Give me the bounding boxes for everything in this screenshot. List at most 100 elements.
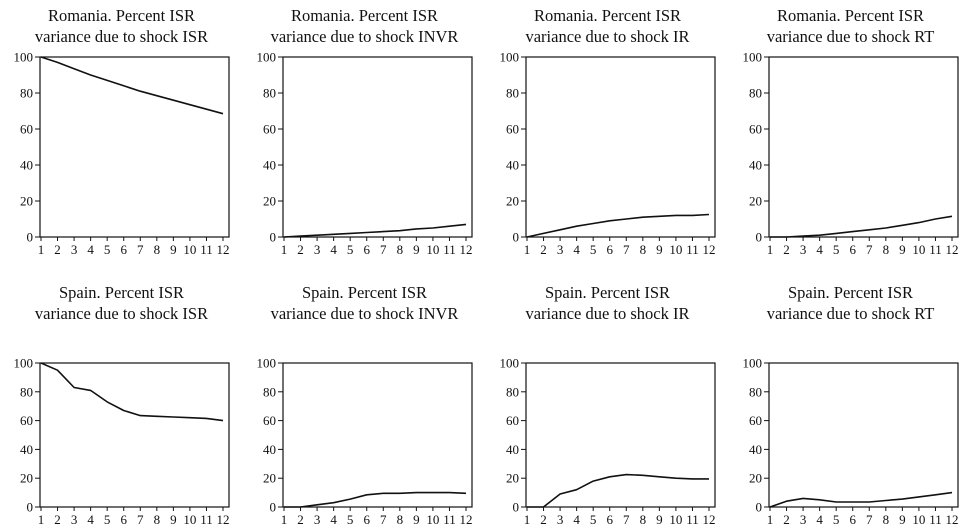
y-tick-label: 40 (749, 442, 762, 457)
x-tick-label: 8 (397, 512, 404, 527)
plot-frame (525, 56, 716, 238)
y-tick-label: 60 (749, 122, 762, 137)
y-tick-label: 100 (500, 50, 520, 65)
x-tick-label: 5 (104, 242, 111, 257)
chart-panel-spain-isr: Spain. Percent ISR variance due to shock… (0, 266, 243, 532)
x-tick-label: 1 (524, 512, 531, 527)
y-tick-label: 20 (749, 471, 762, 486)
y-tick-label: 100 (257, 50, 277, 65)
chart-title: Romania. Percent ISR variance due to sho… (525, 6, 690, 46)
y-tick-label: 40 (20, 158, 33, 173)
x-tick-label: 4 (87, 512, 94, 527)
x-tick-label: 9 (413, 512, 420, 527)
chart-title: Spain. Percent ISR variance due to shock… (766, 283, 935, 323)
x-tick-label: 4 (330, 512, 337, 527)
x-tick-label: 11 (443, 512, 456, 527)
x-tick-label: 12 (703, 512, 716, 527)
y-tick-label: 80 (506, 86, 519, 101)
y-tick-label: 20 (263, 471, 276, 486)
y-tick-label: 0 (513, 500, 520, 515)
series-line (527, 473, 709, 508)
y-tick-label: 20 (20, 194, 33, 209)
series-line (769, 491, 953, 508)
y-tick-label: 60 (749, 413, 762, 428)
x-tick-label: 3 (71, 242, 78, 257)
x-tick-label: 9 (899, 512, 906, 527)
x-tick-label: 8 (154, 512, 161, 527)
x-tick-label: 10 (669, 512, 682, 527)
x-tick-label: 12 (460, 512, 473, 527)
x-tick-label: 7 (380, 512, 387, 527)
y-tick-label: 60 (506, 122, 519, 137)
x-tick-label: 7 (623, 512, 630, 527)
x-tick-label: 1 (767, 512, 774, 527)
x-tick-label: 1 (38, 242, 45, 257)
plot-frame (39, 362, 230, 508)
x-tick-label: 12 (460, 242, 473, 257)
y-tick-label: 100 (14, 356, 34, 371)
series-line (40, 56, 224, 115)
plot-frame (525, 362, 716, 508)
chart-panel-romania-isr: Romania. Percent ISR variance due to sho… (0, 0, 243, 266)
x-tick-label: 4 (816, 242, 823, 257)
chart-panel-spain-invr: Spain. Percent ISR variance due to shock… (243, 266, 486, 532)
y-tick-label: 60 (20, 413, 33, 428)
y-tick-label: 100 (257, 356, 277, 371)
x-tick-label: 4 (573, 242, 580, 257)
x-tick-label: 7 (137, 512, 144, 527)
x-tick-label: 4 (816, 512, 823, 527)
y-tick-label: 20 (506, 194, 519, 209)
x-tick-label: 7 (623, 242, 630, 257)
chart-panel-spain-rt: Spain. Percent ISR variance due to shock… (729, 266, 972, 532)
x-tick-label: 9 (656, 242, 663, 257)
y-tick-label: 20 (263, 194, 276, 209)
x-tick-label: 10 (183, 512, 196, 527)
x-tick-label: 9 (170, 242, 177, 257)
y-tick-label: 100 (500, 356, 520, 371)
y-tick-label: 40 (263, 158, 276, 173)
x-tick-label: 4 (330, 242, 337, 257)
x-tick-label: 5 (590, 242, 597, 257)
y-tick-label: 80 (749, 384, 762, 399)
x-tick-label: 5 (833, 512, 840, 527)
x-tick-label: 11 (686, 512, 699, 527)
series-line (526, 213, 710, 238)
y-tick-label: 80 (749, 86, 762, 101)
x-tick-label: 2 (297, 512, 304, 527)
plot-frame (39, 56, 230, 238)
x-tick-label: 2 (54, 242, 61, 257)
x-tick-label: 10 (912, 512, 925, 527)
plot-frame (768, 56, 959, 238)
x-tick-label: 3 (557, 512, 564, 527)
chart-title: Romania. Percent ISR variance due to sho… (270, 6, 459, 46)
x-tick-label: 6 (606, 242, 613, 257)
plot-frame (282, 56, 473, 238)
x-tick-label: 4 (87, 242, 94, 257)
chart-title: Spain. Percent ISR variance due to shock… (34, 283, 209, 323)
x-tick-label: 8 (640, 242, 647, 257)
x-tick-label: 2 (297, 242, 304, 257)
y-tick-label: 100 (743, 50, 763, 65)
x-tick-label: 12 (703, 242, 716, 257)
x-tick-label: 9 (170, 512, 177, 527)
series-line (40, 362, 224, 422)
plot-frame (282, 362, 473, 508)
y-tick-label: 80 (263, 384, 276, 399)
x-tick-label: 5 (347, 242, 354, 257)
chart-title: Romania. Percent ISR variance due to sho… (34, 6, 209, 46)
chart-panel-romania-rt: Romania. Percent ISR variance due to sho… (729, 0, 972, 266)
x-tick-label: 11 (200, 242, 213, 257)
x-tick-label: 7 (866, 512, 873, 527)
x-tick-label: 10 (426, 512, 439, 527)
y-tick-label: 0 (756, 500, 763, 515)
x-tick-label: 6 (849, 242, 856, 257)
chart-panel-romania-invr: Romania. Percent ISR variance due to sho… (243, 0, 486, 266)
x-tick-label: 5 (347, 512, 354, 527)
x-tick-label: 11 (686, 242, 699, 257)
x-tick-label: 12 (217, 512, 230, 527)
y-tick-label: 60 (263, 122, 276, 137)
x-tick-label: 11 (200, 512, 213, 527)
x-tick-label: 6 (363, 512, 370, 527)
